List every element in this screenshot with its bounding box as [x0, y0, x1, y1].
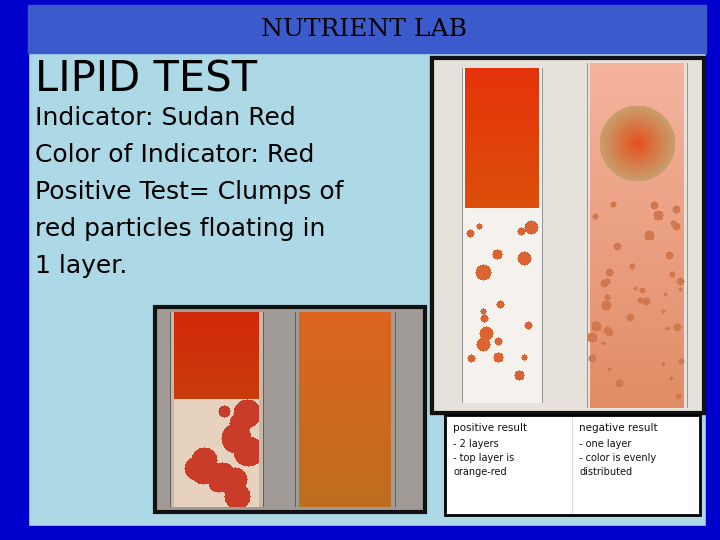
Text: - 2 layers: - 2 layers — [453, 439, 499, 449]
Text: - color is evenly: - color is evenly — [579, 453, 656, 463]
Bar — [432, 58, 704, 413]
Text: NUTRIENT LAB: NUTRIENT LAB — [261, 18, 467, 42]
Text: distributed: distributed — [579, 467, 632, 477]
Bar — [0, 526, 720, 540]
Bar — [706, 0, 720, 540]
Bar — [445, 415, 700, 515]
Text: negative result: negative result — [579, 423, 657, 433]
Text: orange-red: orange-red — [453, 467, 507, 477]
Bar — [155, 307, 425, 512]
Text: Positive Test= Clumps of: Positive Test= Clumps of — [35, 180, 343, 204]
Text: 1 layer.: 1 layer. — [35, 254, 127, 278]
Text: Indicator: Sudan Red: Indicator: Sudan Red — [35, 106, 296, 130]
Text: - top layer is: - top layer is — [453, 453, 514, 463]
Bar — [432, 58, 704, 413]
Text: positive result: positive result — [453, 423, 527, 433]
Text: red particles floating in: red particles floating in — [35, 217, 325, 241]
Text: Color of Indicator: Red: Color of Indicator: Red — [35, 143, 315, 167]
Text: - one layer: - one layer — [579, 439, 631, 449]
Bar — [0, 0, 720, 5]
Bar — [0, 0, 28, 540]
Bar — [28, 5, 706, 53]
Text: LIPID TEST: LIPID TEST — [35, 59, 257, 101]
